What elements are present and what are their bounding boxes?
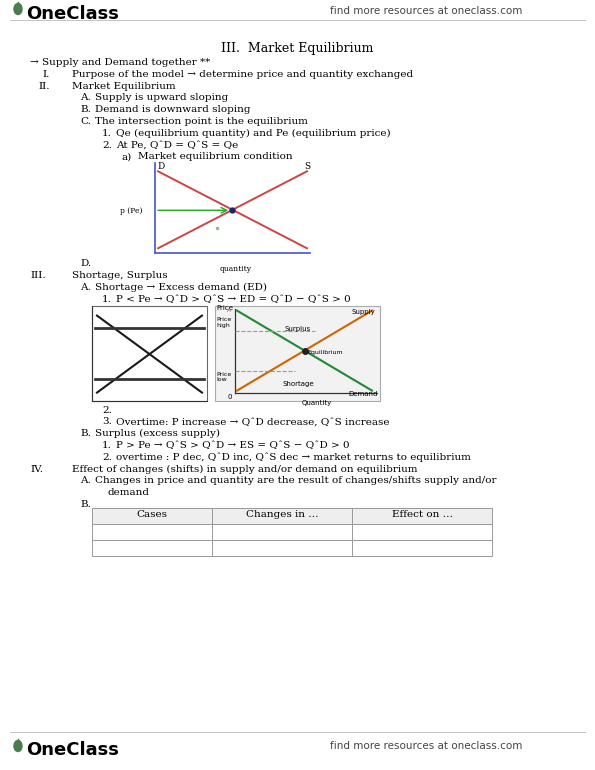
- Text: Demand is downward sloping: Demand is downward sloping: [95, 105, 250, 114]
- Text: B.: B.: [80, 105, 91, 114]
- Text: IV.: IV.: [30, 464, 43, 474]
- Text: Qe (equilibrium quantity) and Pe (equilibrium price): Qe (equilibrium quantity) and Pe (equili…: [116, 129, 391, 138]
- Text: B.: B.: [80, 429, 91, 438]
- Text: Quantity: Quantity: [302, 400, 332, 406]
- Text: At Pe, QˆD = QˆS = Qe: At Pe, QˆD = QˆS = Qe: [116, 141, 238, 149]
- Text: III.: III.: [30, 271, 46, 280]
- Text: 1.: 1.: [102, 129, 112, 138]
- Text: A.: A.: [80, 477, 91, 485]
- Text: D.: D.: [80, 259, 91, 268]
- Bar: [215, 306, 380, 400]
- Text: Changes in …: Changes in …: [246, 510, 318, 519]
- Text: Supply is upward sloping: Supply is upward sloping: [95, 93, 228, 102]
- Text: D: D: [157, 162, 164, 171]
- Text: Equilibrium: Equilibrium: [308, 350, 343, 355]
- Text: overtime : P dec, QˆD inc, QˆS dec → market returns to equilibrium: overtime : P dec, QˆD inc, QˆS dec → mar…: [116, 453, 471, 462]
- Text: → Supply and Demand together **: → Supply and Demand together **: [30, 58, 210, 67]
- Text: 3.: 3.: [102, 417, 112, 427]
- Text: Supply: Supply: [352, 309, 376, 315]
- Text: Market equilibrium condition: Market equilibrium condition: [138, 152, 293, 162]
- Text: OneClass: OneClass: [26, 741, 119, 759]
- Bar: [92, 306, 207, 400]
- Text: p (Pe): p (Pe): [120, 207, 142, 216]
- Text: Surplus: Surplus: [284, 326, 311, 332]
- Text: A.: A.: [80, 93, 91, 102]
- Text: 1.: 1.: [102, 295, 112, 303]
- Text: 2.: 2.: [102, 141, 112, 149]
- Text: Price: Price: [216, 305, 233, 310]
- Text: 2.: 2.: [102, 453, 112, 462]
- Ellipse shape: [14, 4, 22, 15]
- Text: C.: C.: [80, 117, 91, 126]
- Text: find more resources at oneclass.com: find more resources at oneclass.com: [330, 6, 522, 16]
- Text: Price
high: Price high: [216, 316, 231, 327]
- Text: Demand: Demand: [348, 390, 377, 397]
- Text: 2.: 2.: [102, 406, 112, 414]
- Text: II.: II.: [38, 82, 49, 91]
- Text: P < Pe → QˆD > QˆS → ED = QˆD − QˆS > 0: P < Pe → QˆD > QˆS → ED = QˆD − QˆS > 0: [116, 295, 350, 303]
- Text: a): a): [122, 152, 132, 162]
- Text: III.  Market Equilibrium: III. Market Equilibrium: [221, 42, 373, 55]
- Text: OneClass: OneClass: [26, 5, 119, 23]
- Text: Effect of changes (shifts) in supply and/or demand on equilibrium: Effect of changes (shifts) in supply and…: [72, 464, 418, 474]
- Ellipse shape: [14, 741, 22, 752]
- Text: Shortage, Surplus: Shortage, Surplus: [72, 271, 168, 280]
- Text: quantity: quantity: [220, 266, 252, 273]
- Bar: [92, 524, 492, 541]
- Text: The intersection point is the equilibrium: The intersection point is the equilibriu…: [95, 117, 308, 126]
- Text: P > Pe → QˆS > QˆD → ES = QˆS − QˆD > 0: P > Pe → QˆS > QˆD → ES = QˆS − QˆD > 0: [116, 441, 350, 450]
- Text: I.: I.: [42, 70, 49, 79]
- Text: demand: demand: [108, 488, 150, 497]
- Text: Surplus (excess supply): Surplus (excess supply): [95, 429, 220, 438]
- Text: 1.: 1.: [102, 441, 112, 450]
- Text: Shortage → Excess demand (ED): Shortage → Excess demand (ED): [95, 283, 267, 292]
- Text: find more resources at oneclass.com: find more resources at oneclass.com: [330, 741, 522, 751]
- Text: Purpose of the model → determine price and quantity exchanged: Purpose of the model → determine price a…: [72, 70, 413, 79]
- Text: S: S: [304, 162, 310, 171]
- Text: Shortage: Shortage: [283, 380, 314, 387]
- Text: Price
low: Price low: [216, 372, 231, 383]
- Text: Changes in price and quantity are the result of changes/shifts supply and/or: Changes in price and quantity are the re…: [95, 477, 496, 485]
- Text: B.: B.: [80, 500, 91, 509]
- Text: Overtime: P increase → QˆD decrease, QˆS increase: Overtime: P increase → QˆD decrease, QˆS…: [116, 417, 390, 427]
- Text: Cases: Cases: [136, 510, 168, 519]
- Text: A.: A.: [80, 283, 91, 292]
- Bar: [92, 508, 492, 524]
- Text: 0: 0: [228, 393, 233, 400]
- Bar: [92, 541, 492, 556]
- Text: A: A: [227, 307, 231, 313]
- Text: Effect on …: Effect on …: [392, 510, 453, 519]
- Text: Market Equilibrium: Market Equilibrium: [72, 82, 176, 91]
